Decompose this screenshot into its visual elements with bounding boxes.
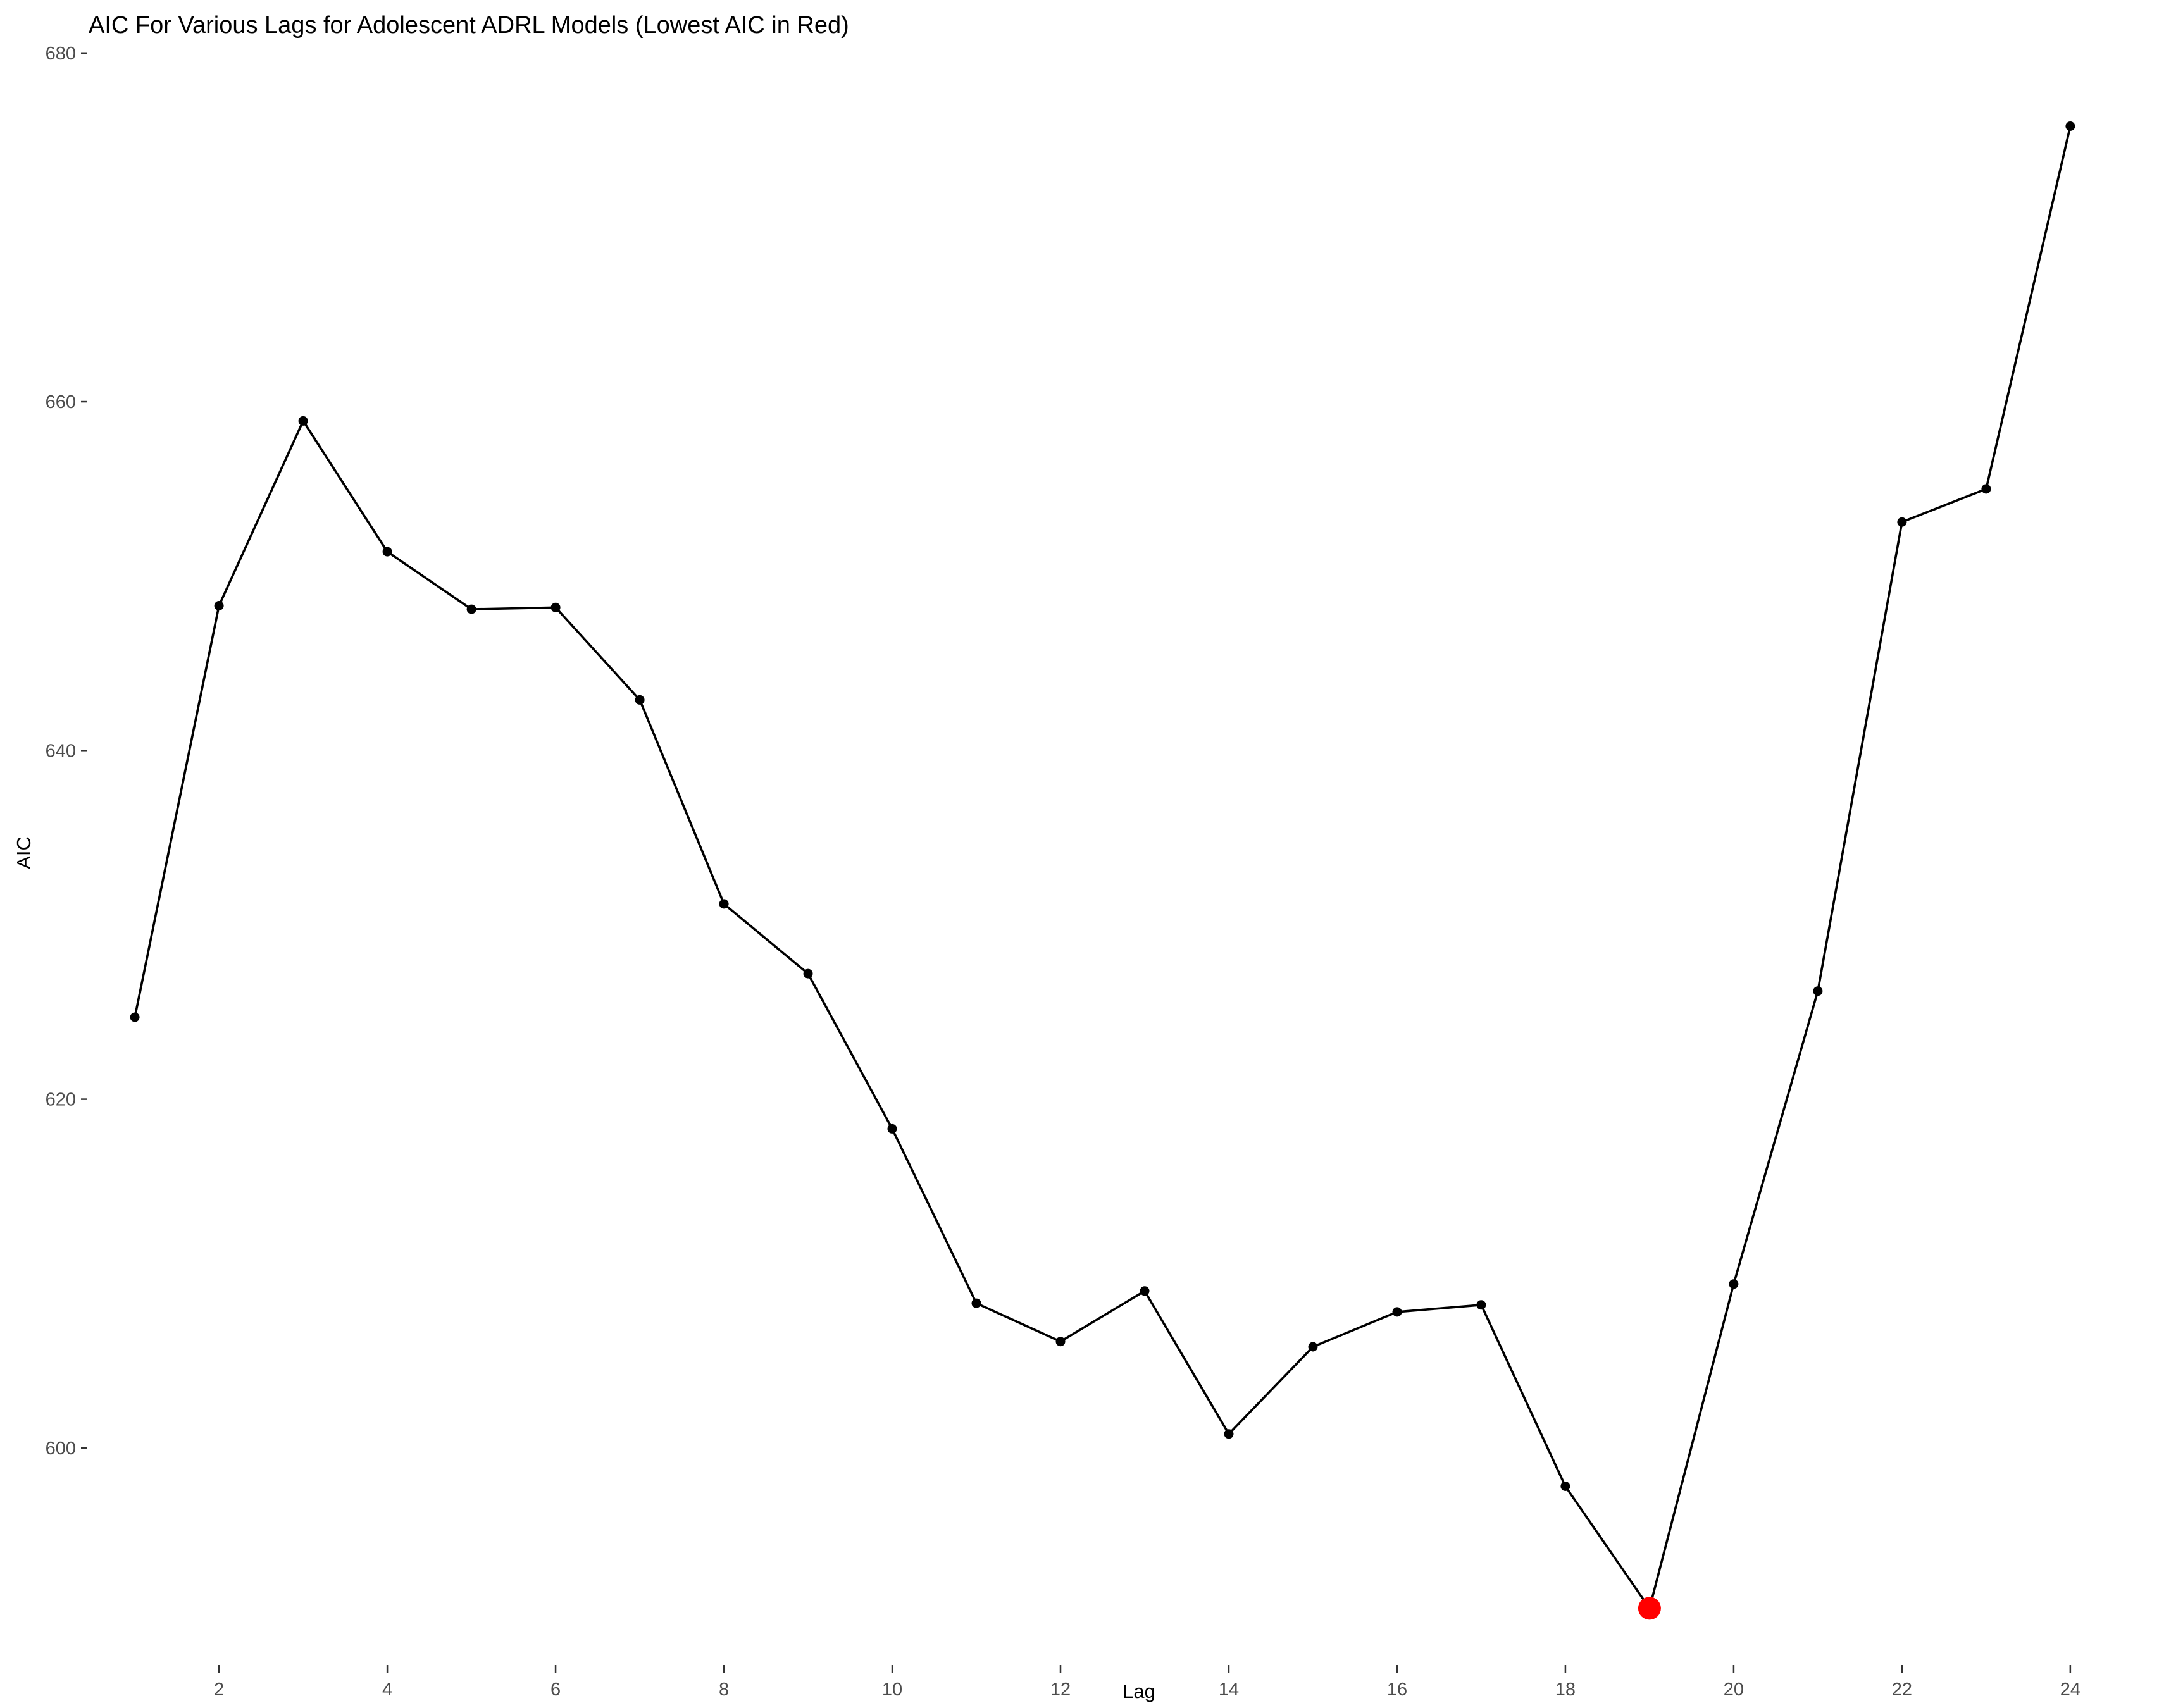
y-axis: 600 620 640 660 680 <box>46 44 87 1459</box>
x-tick-label: 10 <box>882 1680 902 1700</box>
data-point <box>635 695 645 705</box>
data-point <box>382 547 392 557</box>
data-point <box>1813 986 1823 996</box>
y-tick-label: 640 <box>46 741 76 761</box>
plot-area <box>130 121 2075 1620</box>
series-line <box>134 126 2072 1610</box>
chart-title: AIC For Various Lags for Adolescent ADRL… <box>89 12 849 39</box>
x-tick-label: 22 <box>1892 1680 1912 1700</box>
x-tick-label: 14 <box>1219 1680 1239 1700</box>
data-point <box>719 899 729 909</box>
x-tick-label: 24 <box>2060 1680 2080 1700</box>
data-point <box>971 1298 981 1308</box>
data-point <box>887 1123 897 1134</box>
data-point <box>130 1012 140 1022</box>
x-tick-label: 6 <box>550 1680 561 1700</box>
y-tick-label: 660 <box>46 392 76 412</box>
data-point <box>1224 1429 1234 1439</box>
data-point <box>1392 1307 1402 1317</box>
y-axis-title: AIC <box>13 836 35 869</box>
data-point <box>1140 1286 1150 1296</box>
y-tick-label: 600 <box>46 1439 76 1459</box>
x-axis: 2 4 6 8 10 12 14 16 18 20 22 24 <box>214 1665 2080 1700</box>
data-point <box>1308 1342 1318 1352</box>
data-point <box>1981 484 1991 494</box>
data-point <box>1055 1337 1066 1347</box>
data-point <box>2065 121 2075 131</box>
data-point <box>298 416 308 426</box>
y-tick-label: 620 <box>46 1090 76 1110</box>
x-tick-label: 20 <box>1724 1680 1744 1700</box>
lowest-aic-point <box>1638 1597 1661 1620</box>
data-point <box>1729 1279 1739 1289</box>
x-tick-label: 4 <box>382 1680 392 1700</box>
data-point <box>1560 1482 1570 1491</box>
data-point <box>1897 517 1907 527</box>
x-tick-label: 18 <box>1555 1680 1576 1700</box>
data-point <box>466 604 476 614</box>
x-tick-label: 12 <box>1050 1680 1071 1700</box>
data-point <box>1476 1300 1486 1310</box>
y-tick-label: 680 <box>46 44 76 64</box>
data-point <box>550 602 561 612</box>
data-point <box>214 601 224 610</box>
x-tick-label: 16 <box>1387 1680 1407 1700</box>
x-tick-label: 8 <box>719 1680 729 1700</box>
data-point <box>803 968 813 979</box>
x-tick-label: 2 <box>214 1680 224 1700</box>
x-axis-title: Lag <box>1123 1680 1155 1702</box>
